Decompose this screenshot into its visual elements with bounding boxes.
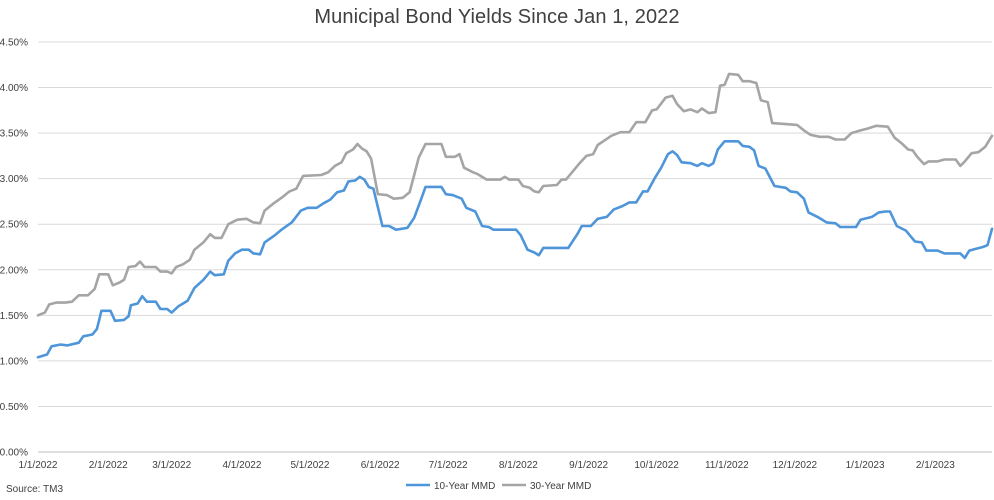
y-tick-label: 0.50% [0, 402, 28, 413]
y-tick-label: 3.50% [0, 129, 28, 140]
x-tick-label: 8/1/2022 [499, 460, 538, 471]
y-tick-label: 1.50% [0, 311, 28, 322]
axes: 0.00% 0.50% 1.00% 1.50% 2.00% 2.50% 3.00% 3.50%… [0, 38, 955, 472]
x-tick-label: 3/1/2022 [152, 460, 191, 471]
x-tick-label: 2/1/2023 [916, 460, 955, 471]
x-tick-label: 2/1/2022 [89, 460, 128, 471]
y-tick-label: 1.00% [0, 356, 28, 367]
y-tick-label: 0.00% [0, 448, 28, 459]
x-tick-label: 10/1/2022 [634, 460, 679, 471]
series-line-30-year-mmd [36, 72, 994, 317]
x-tick-label: 12/1/2022 [773, 460, 818, 471]
series-line-10-year-mmd [36, 140, 994, 359]
x-tick-label: 4/1/2022 [222, 460, 261, 471]
series-layer [36, 72, 994, 359]
legend-label: 10-Year MMD [434, 481, 495, 492]
y-tick-label: 2.50% [0, 220, 28, 231]
y-tick-label: 3.00% [0, 174, 28, 185]
y-tick-label: 4.50% [0, 38, 28, 49]
x-tick-label: 7/1/2022 [429, 460, 468, 471]
y-tick-label: 2.00% [0, 265, 28, 276]
y-tick-label: 4.00% [0, 83, 28, 94]
legend: 10-Year MMD 30-Year MMD [406, 481, 591, 492]
x-tick-label: 1/1/2023 [846, 460, 885, 471]
chart-title: Municipal Bond Yields Since Jan 1, 2022 [314, 6, 680, 28]
legend-label: 30-Year MMD [530, 481, 591, 492]
x-tick-label: 6/1/2022 [361, 460, 400, 471]
x-tick-label: 9/1/2022 [569, 460, 608, 471]
x-tick-label: 5/1/2022 [290, 460, 329, 471]
gridlines [38, 41, 992, 453]
x-tick-label: 11/1/2022 [705, 460, 749, 471]
source-note: Source: TM3 [6, 484, 64, 495]
x-tick-label: 1/1/2022 [19, 460, 58, 471]
